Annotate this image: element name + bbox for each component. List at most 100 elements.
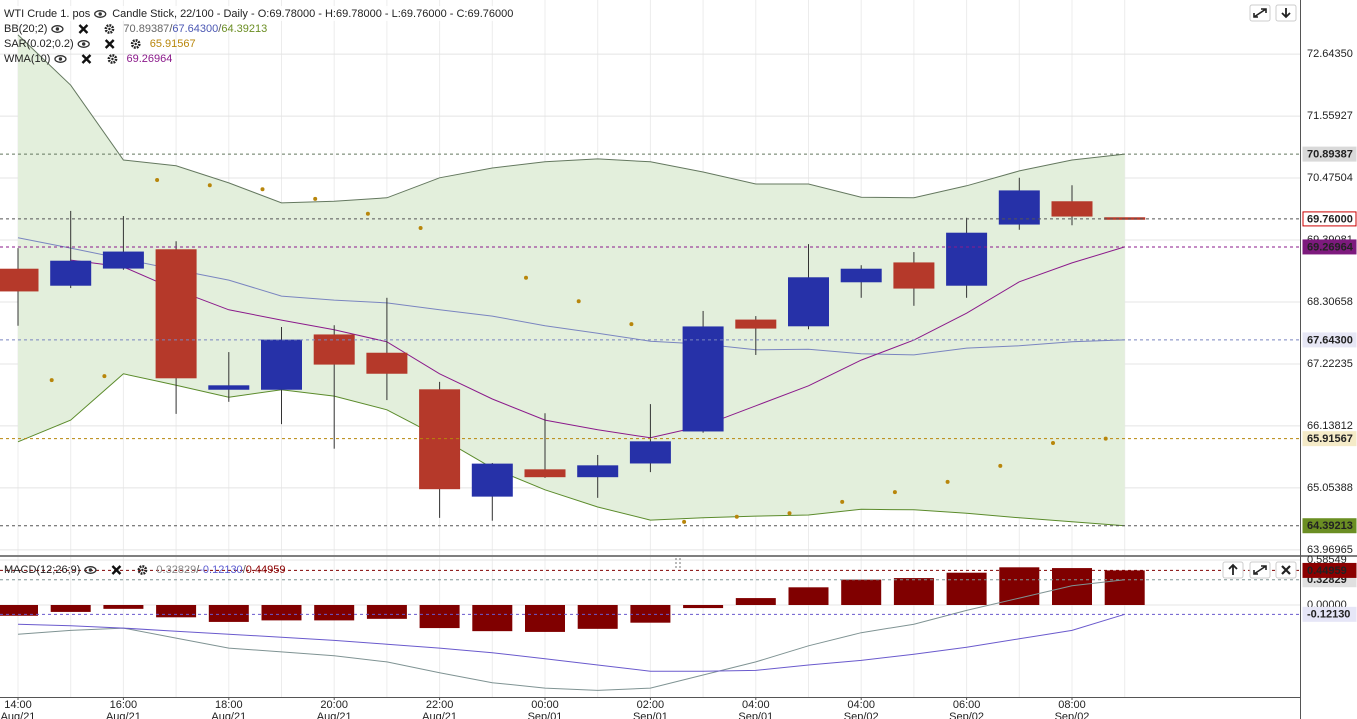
settings-button[interactable] <box>130 39 141 49</box>
chart-title: WTI Crude 1. pos <box>4 8 91 20</box>
price-badge <box>1302 562 1357 578</box>
candle-body <box>840 268 882 283</box>
sar-dot <box>576 299 581 304</box>
macd-histogram-bar <box>577 605 618 629</box>
eye-pupil <box>82 42 86 46</box>
y-tick-label: 67.22235 <box>1307 358 1353 370</box>
sar-dot <box>155 178 160 183</box>
move-down-button[interactable] <box>1275 4 1297 22</box>
indicator-value: 69.26964 <box>126 53 172 65</box>
sar-dot <box>629 322 634 327</box>
candle-body <box>366 352 408 374</box>
value-separator: / <box>243 564 247 576</box>
price-badge <box>1302 332 1357 348</box>
sar-dot <box>102 374 107 379</box>
remove-button[interactable] <box>81 54 92 64</box>
indicator-values: 69.26964 <box>126 53 172 65</box>
visibility-toggle[interactable] <box>77 40 90 48</box>
indicator-name: SAR(0.02;0.2) <box>4 38 74 50</box>
maximize-macd-button[interactable] <box>1249 561 1271 579</box>
remove-button[interactable] <box>78 24 89 34</box>
macd-histogram-bar <box>525 605 565 632</box>
y-tick-label: 65.05388 <box>1307 482 1353 494</box>
visibility-toggle[interactable] <box>94 10 107 18</box>
macd-histogram-bar <box>946 572 987 605</box>
maximize-button[interactable] <box>1249 4 1271 22</box>
close-macd-button[interactable] <box>1275 561 1297 579</box>
indicator-name: WMA(10) <box>4 53 50 65</box>
macd-histogram-bar <box>208 605 249 622</box>
remove-button[interactable] <box>111 565 122 575</box>
macd-line <box>17 579 1125 691</box>
eye-icon <box>84 566 97 574</box>
move-up-button[interactable] <box>1222 561 1244 579</box>
candle-body <box>0 268 39 292</box>
price-badge-label: 0.44959 <box>1307 565 1347 577</box>
x-tick-date: Aug/21 <box>106 711 141 719</box>
band-line <box>17 237 1125 356</box>
x-tick-date: Sep/02 <box>949 711 984 719</box>
settings-button[interactable] <box>107 54 118 64</box>
macd-line <box>17 613 1125 672</box>
visibility-toggle[interactable] <box>51 25 64 33</box>
macd-histogram-bar <box>893 578 934 605</box>
candle-body <box>313 334 355 365</box>
indicator-values: 70.89387/67.64300/64.39213 <box>123 23 267 35</box>
panel-grip[interactable] <box>675 558 681 568</box>
x-tick-label: 00:00 <box>531 699 559 711</box>
macd-histogram-bar <box>419 605 460 629</box>
price-badge-label: 69.26964 <box>1307 241 1354 253</box>
y-tick-label: 66.13812 <box>1307 420 1353 432</box>
candle-body <box>524 469 566 478</box>
visibility-toggle[interactable] <box>84 566 97 574</box>
price-badge <box>1302 211 1357 227</box>
candle-body <box>629 441 671 464</box>
settings-button[interactable] <box>137 565 148 575</box>
x-tick-date: Sep/02 <box>1055 711 1090 719</box>
macd-histogram-bar <box>50 605 91 612</box>
wma-line <box>70 246 1125 439</box>
sar-dot <box>682 519 687 524</box>
candle-body <box>261 339 302 390</box>
eye-pupil <box>98 12 102 16</box>
macd-histogram-bar <box>156 605 197 618</box>
price-badge <box>1302 239 1357 255</box>
y-tick-label: 70.47504 <box>1307 172 1353 184</box>
macd-histogram-bar <box>1104 570 1145 605</box>
x-tick-label: 20:00 <box>320 699 348 711</box>
indicator-name: BB(20;2) <box>4 23 47 35</box>
x-icon <box>81 54 92 64</box>
value-separator: / <box>218 23 222 35</box>
price-badge-label: 69.76000 <box>1307 213 1353 225</box>
x-tick-date: Aug/21 <box>422 711 457 719</box>
price-badge-label: 65.91567 <box>1307 433 1353 445</box>
macd-histogram-bar <box>683 605 724 609</box>
sar-dot <box>840 499 845 504</box>
candle-body <box>682 326 724 432</box>
eye-icon <box>94 10 107 18</box>
indicator-value: 0.44959 <box>246 564 286 576</box>
macd-histogram-bar <box>1052 568 1092 605</box>
remove-button[interactable] <box>104 39 115 49</box>
candle-body <box>419 389 461 490</box>
sar-dot <box>998 463 1003 468</box>
settings-button[interactable] <box>104 24 115 34</box>
visibility-toggle[interactable] <box>54 55 67 63</box>
sar-dot <box>524 275 528 280</box>
eye-icon <box>51 25 64 33</box>
indicator-value: -0.12130 <box>199 564 242 576</box>
eye-pupil <box>88 568 93 572</box>
legend: WTI Crude 1. pos Candle Stick, 22/100 - D… <box>0 6 518 576</box>
y-tick-label: 72.64350 <box>1307 48 1353 60</box>
indicator-value: 65.91567 <box>150 38 196 50</box>
indicator-name: MACD(12;26;9) <box>4 564 80 576</box>
macd-histogram-bar <box>472 605 513 632</box>
price-badge <box>1302 431 1357 447</box>
x-tick-label: 04:00 <box>742 699 770 711</box>
x-tick-label: 16:00 <box>110 699 138 711</box>
macd-panel <box>0 557 1300 697</box>
macd-histogram-bar <box>735 598 776 605</box>
candle-body <box>208 385 250 390</box>
